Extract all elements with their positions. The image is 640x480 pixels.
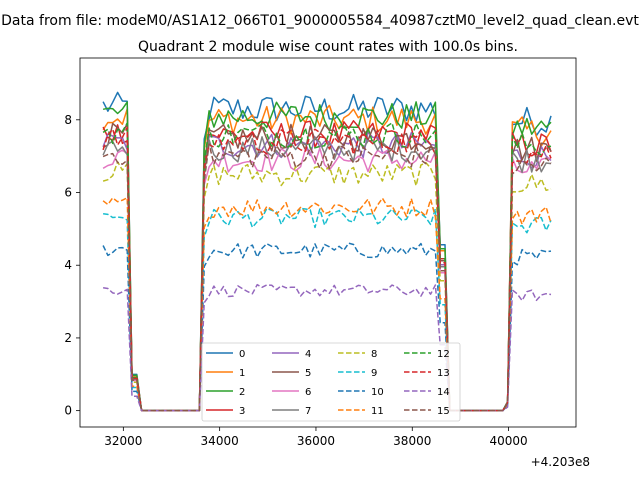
- legend-box: [201, 342, 461, 422]
- legend-label-15: 15: [437, 406, 450, 417]
- legend-label-7: 7: [305, 406, 311, 417]
- axes-layer: 32000 34000 36000 38000 40000 0 2 4 6 8: [64, 57, 577, 448]
- legend-label-4: 4: [305, 349, 311, 360]
- legend-label-11: 11: [371, 406, 384, 417]
- legend-label-0: 0: [239, 349, 245, 360]
- legend-label-3: 3: [239, 406, 245, 417]
- chart-title: Quadrant 2 module wise count rates with …: [138, 39, 518, 55]
- legend-label-6: 6: [305, 387, 311, 398]
- legend-label-14: 14: [437, 387, 450, 398]
- legend-label-13: 13: [437, 368, 450, 379]
- legend-label-9: 9: [371, 368, 377, 379]
- plot-frame: [79, 57, 577, 428]
- x-tick-label: 40000: [489, 434, 527, 448]
- y-tick-label: 8: [64, 113, 72, 127]
- legend-label-5: 5: [305, 368, 311, 379]
- x-tick-label: 34000: [201, 434, 239, 448]
- series-line-15: [102, 143, 552, 412]
- x-tick-label: 36000: [297, 434, 335, 448]
- legend-label-12: 12: [437, 349, 450, 360]
- x-offset-label: +4.203e8: [531, 455, 590, 469]
- legend-label-1: 1: [239, 368, 245, 379]
- series-layer: [102, 91, 552, 412]
- figure-suptitle: Data from file: modeM0/AS1A12_066T01_900…: [1, 13, 639, 29]
- x-tick-label: 38000: [393, 434, 431, 448]
- y-tick-label: 4: [64, 258, 72, 272]
- legend-label-8: 8: [371, 349, 377, 360]
- y-tick-label: 0: [64, 404, 72, 418]
- y-tick-label: 6: [64, 186, 72, 200]
- legend-label-2: 2: [239, 387, 245, 398]
- legend-label-10: 10: [371, 387, 384, 398]
- y-tick-label: 2: [64, 331, 72, 345]
- x-tick-label: 32000: [104, 434, 142, 448]
